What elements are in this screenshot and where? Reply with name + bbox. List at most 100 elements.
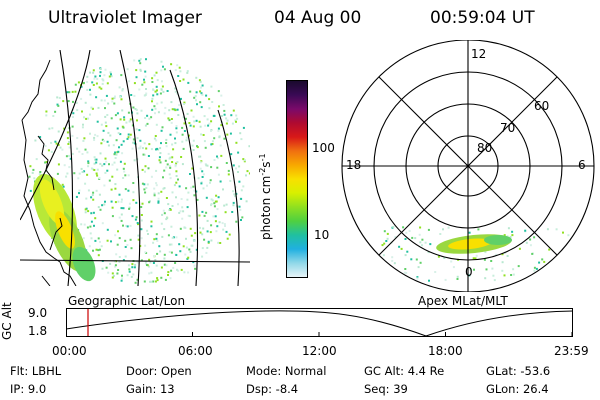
geo-noise-speck bbox=[133, 140, 136, 143]
geo-noise-speck bbox=[157, 201, 160, 204]
geo-noise-speck bbox=[111, 100, 114, 103]
geo-noise-speck bbox=[65, 175, 68, 178]
geo-noise-speck bbox=[170, 121, 173, 124]
geo-noise-speck bbox=[170, 243, 173, 246]
colorbar-tick-100: 100 bbox=[312, 141, 335, 155]
geo-noise-speck bbox=[152, 94, 155, 97]
geo-noise-speck bbox=[104, 171, 107, 174]
geo-noise-speck bbox=[239, 208, 242, 211]
geo-noise-speck bbox=[80, 97, 83, 100]
geo-noise-speck bbox=[169, 177, 172, 180]
polar-noise-speck bbox=[518, 247, 521, 250]
geo-noise-speck bbox=[201, 233, 204, 236]
geo-noise-speck bbox=[122, 259, 125, 262]
geo-noise-speck bbox=[120, 143, 123, 146]
geo-noise-speck bbox=[102, 79, 105, 82]
geo-noise-speck bbox=[91, 107, 94, 110]
geo-noise-speck bbox=[187, 214, 190, 217]
geo-noise-speck bbox=[154, 135, 157, 137]
geo-noise-speck bbox=[148, 265, 150, 268]
geo-noise-speck bbox=[103, 99, 106, 102]
geo-noise-speck bbox=[133, 82, 136, 85]
polar-noise-speck bbox=[538, 261, 541, 264]
polar-noise-speck bbox=[493, 279, 496, 282]
geo-noise-speck bbox=[220, 94, 223, 97]
polar-noise-field bbox=[381, 226, 570, 282]
polar-noise-speck bbox=[501, 261, 504, 264]
geo-noise-speck bbox=[183, 271, 186, 274]
geo-noise-speck bbox=[114, 201, 117, 204]
geo-noise-speck bbox=[206, 164, 209, 167]
geo-noise-speck bbox=[185, 136, 188, 139]
geo-noise-speck bbox=[209, 231, 212, 234]
geo-noise-speck bbox=[135, 108, 138, 111]
geo-noise-speck bbox=[180, 156, 183, 158]
geo-noise-speck bbox=[206, 184, 208, 187]
geo-noise-speck bbox=[146, 229, 149, 232]
geo-noise-speck bbox=[100, 87, 103, 90]
geo-noise-speck bbox=[121, 277, 124, 280]
geo-noise-speck bbox=[156, 102, 159, 105]
geo-noise-speck bbox=[237, 151, 240, 154]
geo-noise-speck bbox=[100, 142, 103, 145]
geo-noise-speck bbox=[210, 239, 213, 242]
geo-noise-speck bbox=[177, 75, 180, 77]
geo-noise-speck bbox=[245, 200, 248, 203]
geo-noise-speck bbox=[66, 137, 69, 140]
geo-noise-speck bbox=[236, 117, 239, 120]
geo-noise-speck bbox=[235, 167, 237, 170]
geo-noise-speck bbox=[103, 139, 106, 142]
geo-noise-speck bbox=[199, 161, 202, 164]
geo-noise-speck bbox=[210, 224, 213, 227]
geo-noise-speck bbox=[93, 77, 96, 80]
app-title: Ultraviolet Imager bbox=[48, 8, 202, 28]
geo-noise-speck bbox=[159, 161, 162, 164]
geo-noise-speck bbox=[134, 281, 137, 284]
geo-noise-speck bbox=[144, 251, 147, 254]
geo-noise-speck bbox=[213, 202, 216, 205]
geo-noise-speck bbox=[114, 95, 116, 98]
geo-noise-speck bbox=[201, 255, 204, 258]
geo-noise-speck bbox=[119, 133, 122, 136]
geo-noise-speck bbox=[223, 113, 226, 116]
geo-noise-speck bbox=[210, 85, 213, 88]
geo-noise-speck bbox=[188, 122, 191, 124]
geo-noise-speck bbox=[179, 80, 182, 82]
geo-noise-speck bbox=[121, 89, 124, 92]
geo-noise-speck bbox=[193, 96, 196, 99]
geo-noise-speck bbox=[168, 109, 171, 112]
geo-noise-speck bbox=[93, 224, 95, 227]
polar-noise-speck bbox=[385, 240, 388, 242]
geo-noise-speck bbox=[93, 136, 96, 139]
geo-noise-speck bbox=[59, 146, 62, 149]
geo-noise-speck bbox=[86, 81, 89, 83]
geo-noise-speck bbox=[200, 133, 203, 136]
geo-noise-speck bbox=[128, 268, 131, 271]
geo-noise-speck bbox=[162, 187, 165, 190]
geo-noise-speck bbox=[176, 108, 179, 111]
polar-noise-speck bbox=[394, 236, 397, 238]
geo-noise-speck bbox=[89, 71, 92, 74]
apex-panel-title: Apex MLat/MLT bbox=[418, 294, 508, 308]
geo-noise-speck bbox=[45, 110, 48, 113]
geo-noise-speck bbox=[122, 140, 125, 143]
geo-noise-speck bbox=[150, 175, 153, 178]
geo-noise-speck bbox=[71, 152, 74, 155]
geo-noise-speck bbox=[235, 114, 238, 117]
geo-noise-speck bbox=[182, 210, 185, 213]
geo-noise-speck bbox=[121, 109, 124, 112]
geo-noise-speck bbox=[62, 100, 65, 103]
geo-noise-speck bbox=[171, 108, 174, 111]
geo-noise-speck bbox=[128, 207, 131, 210]
geo-noise-speck bbox=[182, 147, 185, 150]
polar-noise-speck bbox=[562, 231, 564, 234]
geo-noise-speck bbox=[76, 109, 79, 112]
geo-noise-speck bbox=[186, 198, 189, 201]
geo-noise-speck bbox=[56, 96, 59, 99]
polar-noise-speck bbox=[484, 277, 487, 280]
geo-noise-speck bbox=[192, 185, 195, 188]
geo-noise-speck bbox=[230, 153, 233, 156]
geo-noise-speck bbox=[96, 168, 99, 171]
geo-noise-speck bbox=[109, 134, 112, 137]
geo-noise-speck bbox=[117, 200, 120, 203]
